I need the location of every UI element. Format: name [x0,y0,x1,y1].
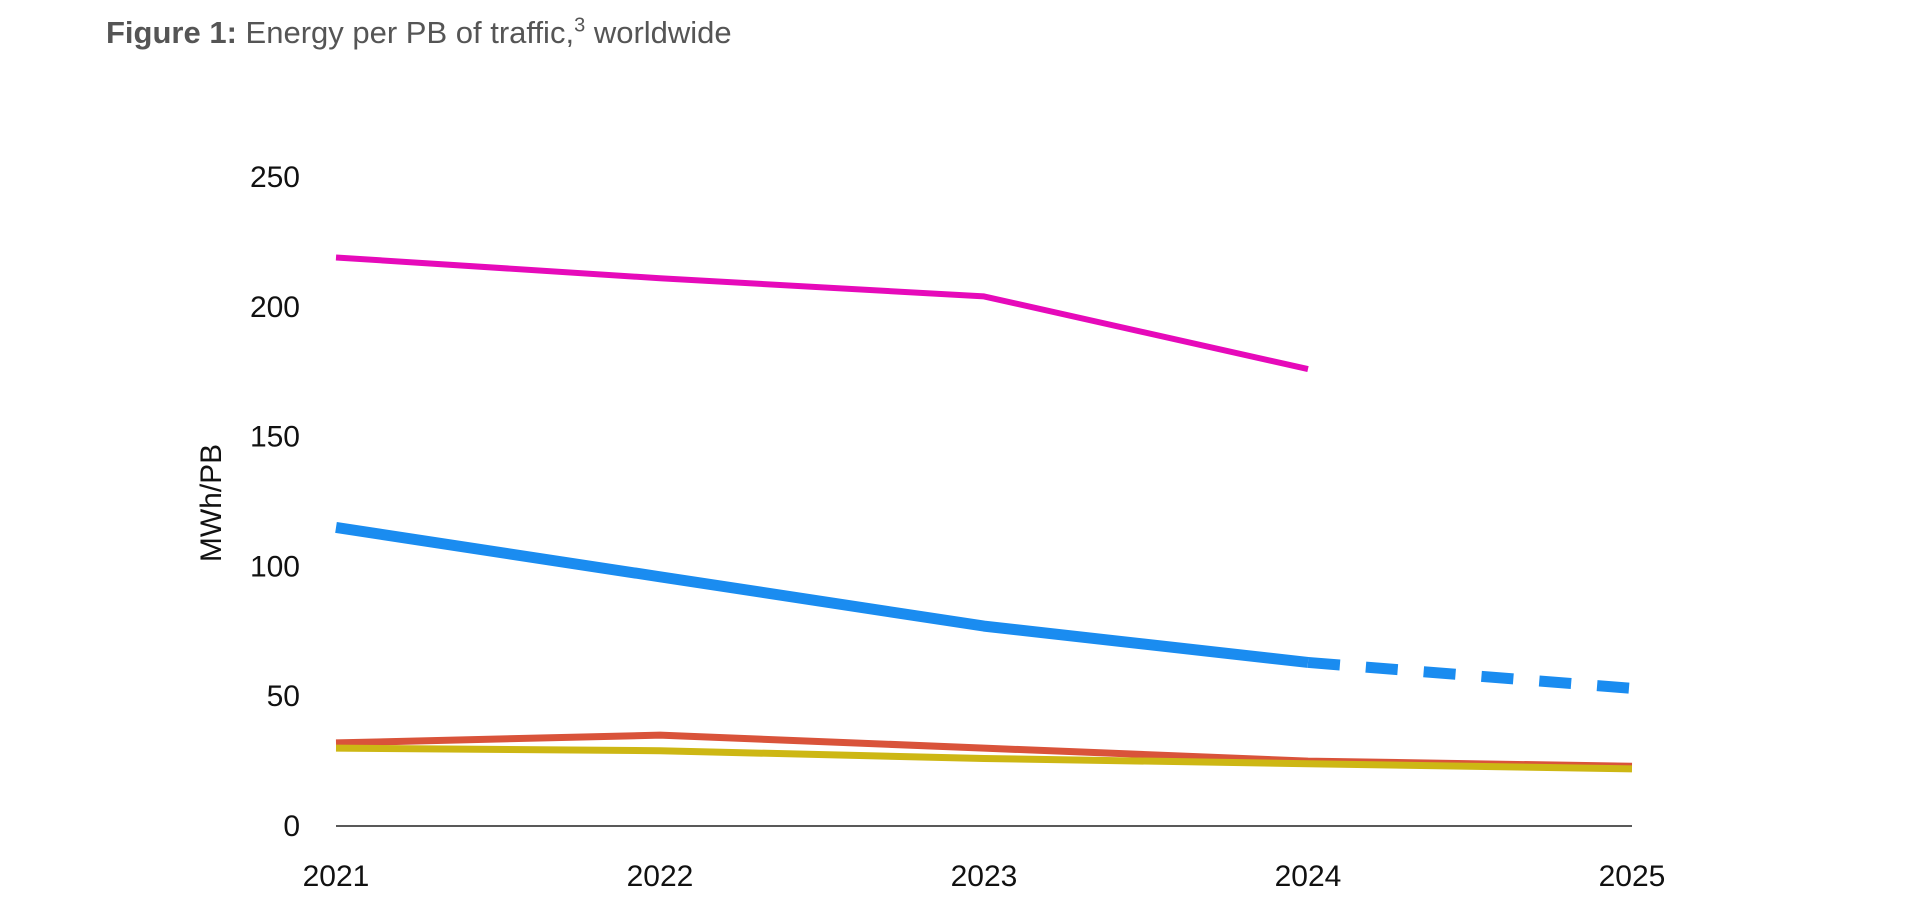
y-tick-label: 50 [267,680,300,713]
series-2-solid-line [335,522,1309,668]
y-tick-label: 100 [250,550,300,583]
figure-label: Figure 1: [106,15,237,50]
x-tick-label: 2023 [951,860,1018,893]
y-tick-label: 0 [283,810,300,843]
series-1-solid-line [335,254,1309,373]
x-tick-label: 2021 [303,860,370,893]
series-layer [335,254,1633,773]
footnote-marker: 3 [574,14,586,37]
y-tick-label: 200 [250,291,300,324]
series-4-solid-line [335,744,1633,773]
series-2-dashed-line [1307,656,1633,694]
y-tick-label: 250 [250,161,300,194]
x-tick-label: 2024 [1275,860,1342,893]
y-axis-ticks: 0 50 100 150 200 250 [250,161,300,843]
series-2 [335,522,1633,694]
figure-title: Figure 1: Energy per PB of traffic,3 wor… [106,12,732,54]
x-tick-label: 2025 [1599,860,1666,893]
figure-caption-tail: worldwide [593,15,732,50]
series-1 [335,254,1309,373]
y-tick-label: 150 [250,421,300,454]
series-4 [335,744,1633,773]
figure-caption: Energy per PB of traffic, [245,15,575,50]
x-tick-label: 2022 [627,860,694,893]
x-axis-ticks: 2021 2022 2023 2024 2025 [303,860,1666,893]
y-axis-title: MWh/PB [195,444,228,562]
